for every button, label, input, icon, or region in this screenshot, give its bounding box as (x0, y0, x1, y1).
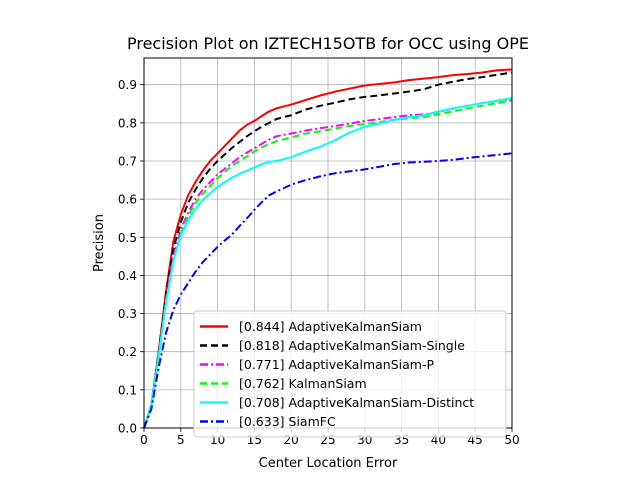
y-axis-label: Precision (92, 214, 107, 272)
y-tick-label: 0.3 (118, 307, 137, 321)
plot-series (143, 68, 513, 429)
y-tick-label: 0.9 (118, 78, 137, 92)
y-tick-label: 0.4 (118, 269, 137, 283)
legend-entry-label: [0.762] KalmanSiam (239, 376, 367, 391)
legend-entry-label: [0.708] AdaptiveKalmanSiam-Distinct (239, 395, 474, 410)
x-tick-label: 50 (504, 433, 519, 447)
legend-box (193, 310, 507, 438)
series-line-1 (143, 71, 513, 429)
series-line-2 (143, 98, 513, 429)
legend-entry-label: [0.633] SiamFC (239, 414, 336, 429)
chart-title: Precision Plot on IZTECH15OTB for OCC us… (127, 34, 529, 53)
legend-entry-label: [0.844] AdaptiveKalmanSiam (239, 319, 422, 334)
legend-entry-label: [0.771] AdaptiveKalmanSiam-P (239, 357, 434, 372)
series-line-0 (143, 68, 513, 429)
series-line-4 (143, 97, 513, 429)
x-axis-label: Center Location Error (259, 456, 398, 471)
legend: [0.844] AdaptiveKalmanSiam [0.818] Adapti… (193, 310, 507, 438)
y-tick-label: 0.6 (118, 193, 137, 207)
x-tick-label: 5 (177, 433, 185, 447)
y-tick-label: 0.1 (118, 383, 137, 397)
y-tick-label: 0.0 (118, 422, 137, 436)
series-line-5 (143, 152, 513, 429)
series-line-3 (143, 99, 513, 429)
x-tick-label: 0 (140, 433, 148, 447)
y-tick-label: 0.8 (118, 116, 137, 130)
y-tick-label: 0.5 (118, 231, 137, 245)
legend-entry-label: [0.818] AdaptiveKalmanSiam-Single (239, 338, 465, 353)
y-tick-label: 0.7 (118, 154, 137, 168)
y-tick-label: 0.2 (118, 345, 137, 359)
